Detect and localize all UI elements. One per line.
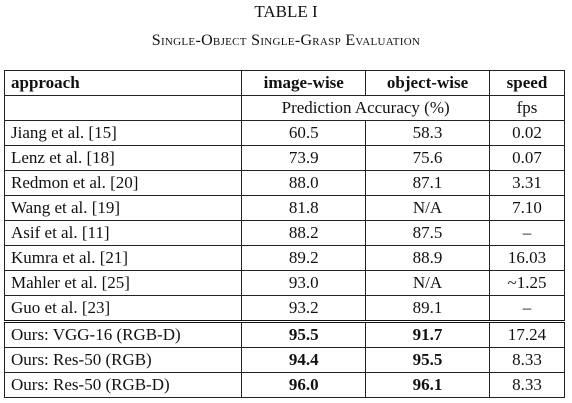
cell-approach: Jiang et al. [15] <box>3 120 243 146</box>
ours-row: Ours: Res-50 (RGB-D) 96.0 96.1 8.33 <box>3 372 566 398</box>
cell-approach: Ours: VGG-16 (RGB-D) <box>3 320 243 348</box>
cell-object-wise: 88.9 <box>365 245 490 271</box>
cell-approach: Ours: Res-50 (RGB) <box>3 347 243 373</box>
cell-speed: 0.02 <box>488 120 566 146</box>
table-row: Guo et al. [23] 93.2 89.1– <box>3 295 566 322</box>
table-row: Mahler et al. [25] 93.0 N/A ~1.25 <box>3 270 566 296</box>
table-row: Jiang et al. [15] 60.5 58.3 0.02 <box>3 120 566 146</box>
cell-object-wise: 96.1 <box>365 372 490 398</box>
cell-speed: 0.07 <box>488 145 566 171</box>
subheader-row: Prediction Accuracy (%) fps <box>3 95 566 121</box>
cell-approach: Kumra et al. [21] <box>3 245 243 271</box>
cell-object-wise: 75.6 <box>365 145 490 171</box>
baseline-rows: Jiang et al. [15] 60.5 58.3 0.02 Lenz et al.… <box>3 120 566 322</box>
cell-image-wise: 73.9 <box>241 145 367 171</box>
table-row: Asif et al. [11] 88.2 87.5– <box>3 220 566 246</box>
cell-image-wise: 96.0 <box>241 372 367 398</box>
cell-object-wise: 89.1 <box>365 295 490 322</box>
cell-speed: 8.33 <box>488 372 566 398</box>
table-row: Redmon et al. [20] 88.0 87.1 3.31 <box>3 170 566 196</box>
cell-image-wise: 89.2 <box>241 245 367 271</box>
ours-row: Ours: VGG-16 (RGB-D) 95.5 91.7 17.24 <box>3 320 566 348</box>
cell-speed: – <box>488 220 566 246</box>
table-row: Wang et al. [19] 81.8 N/A 7.10 <box>3 195 566 221</box>
ours-row: Ours: Res-50 (RGB) 94.4 95.5 8.33 <box>3 347 566 373</box>
cell-image-wise: 88.0 <box>241 170 367 196</box>
header-approach: approach <box>3 70 243 96</box>
table-caption: Single-Object Single-Grasp Evaluation <box>151 32 421 49</box>
cell-approach: Lenz et al. [18] <box>3 145 243 171</box>
cell-speed: – <box>488 295 566 322</box>
results-table: approach image-wise object-wise speed Pr… <box>3 70 566 398</box>
cell-image-wise: 81.8 <box>241 195 367 221</box>
cell-speed: ~1.25 <box>488 270 566 296</box>
ours-rows: Ours: VGG-16 (RGB-D) 95.5 91.7 17.24 Ours: R… <box>3 320 566 398</box>
cell-object-wise: 58.3 <box>365 120 490 146</box>
cell-image-wise: 88.2 <box>241 220 367 246</box>
cell-object-wise: 95.5 <box>365 347 490 373</box>
subheader-blank <box>3 95 243 121</box>
cell-speed: 3.31 <box>488 170 566 196</box>
cell-object-wise: 87.5 <box>365 220 490 246</box>
header-image-wise: image-wise <box>241 70 367 96</box>
cell-approach: Ours: Res-50 (RGB-D) <box>3 372 243 398</box>
header-row: approach image-wise object-wise speed <box>3 70 566 96</box>
cell-image-wise: 60.5 <box>241 120 367 146</box>
table-label: TABLE I <box>254 2 318 21</box>
cell-approach: Redmon et al. [20] <box>3 170 243 196</box>
cell-speed: 17.24 <box>488 320 566 348</box>
cell-approach: Guo et al. [23] <box>3 295 243 322</box>
cell-speed: 7.10 <box>488 195 566 221</box>
cell-approach: Asif et al. [11] <box>3 220 243 246</box>
cell-image-wise: 93.0 <box>241 270 367 296</box>
subheader-accuracy: Prediction Accuracy (%) <box>241 95 490 121</box>
cell-object-wise: N/A <box>365 270 490 296</box>
cell-approach: Wang et al. [19] <box>3 195 243 221</box>
cell-speed: 8.33 <box>488 347 566 373</box>
table-row: Lenz et al. [18] 73.9 75.6 0.07 <box>3 145 566 171</box>
header-speed: speed <box>488 70 566 96</box>
subheader-fps: fps <box>488 95 566 121</box>
cell-approach: Mahler et al. [25] <box>3 270 243 296</box>
table-row: Kumra et al. [21] 89.2 88.9 16.03 <box>3 245 566 271</box>
cell-image-wise: 95.5 <box>241 320 367 348</box>
cell-object-wise: 91.7 <box>365 320 490 348</box>
cell-object-wise: 87.1 <box>365 170 490 196</box>
cell-object-wise: N/A <box>365 195 490 221</box>
cell-speed: 16.03 <box>488 245 566 271</box>
cell-image-wise: 93.2 <box>241 295 367 322</box>
cell-image-wise: 94.4 <box>241 347 367 373</box>
header-object-wise: object-wise <box>365 70 490 96</box>
